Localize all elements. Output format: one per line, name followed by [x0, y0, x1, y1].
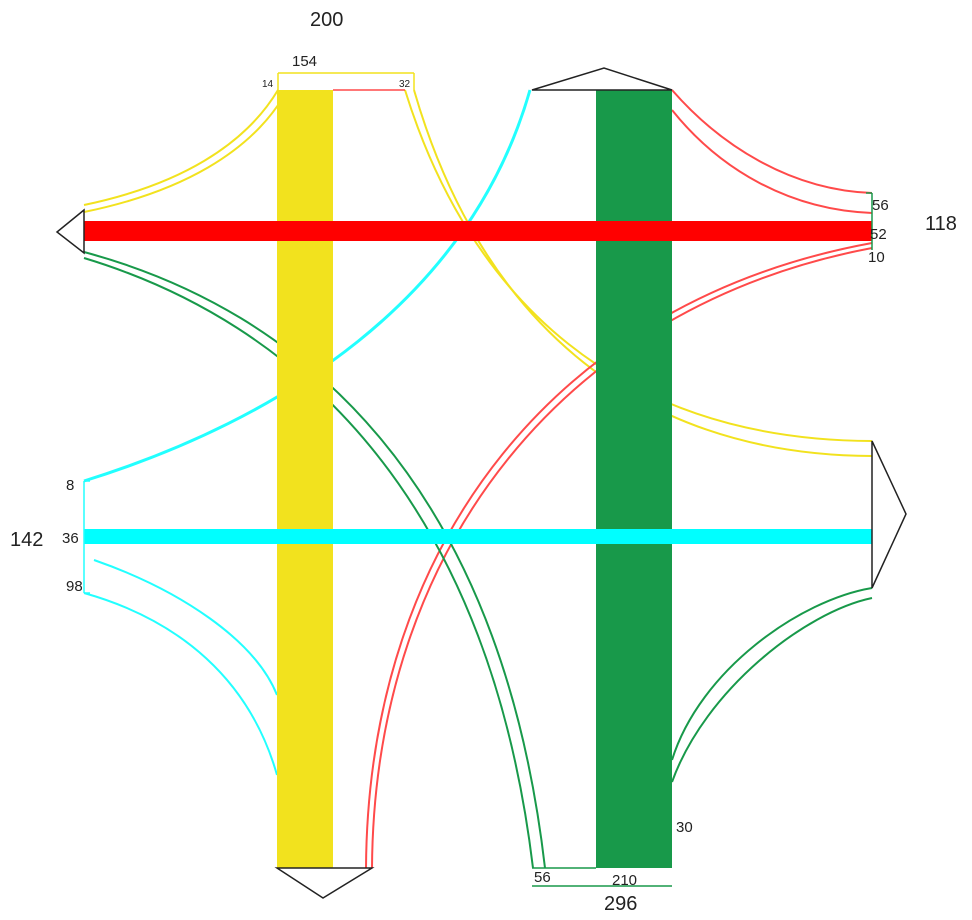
south-total-label: 296: [604, 893, 637, 915]
band-south-green: [596, 90, 672, 868]
south-right-label: 30: [676, 819, 693, 836]
arrow-east-icon: [871, 440, 907, 589]
curve-east-to-south: [365, 242, 873, 869]
band-west-cyan: [84, 529, 872, 544]
curve-west-to-north: [83, 89, 532, 483]
turn-curves: [83, 89, 873, 869]
east-left-label: 56: [872, 197, 889, 214]
arrow-west-icon: [55, 208, 85, 255]
north-left-label: 14: [262, 79, 274, 90]
south-through-label: 210: [612, 872, 637, 889]
north-through-label: 154: [292, 53, 317, 70]
curve-west-to-south: [83, 592, 278, 776]
east-total-label: 118: [925, 213, 957, 235]
north-total-label: 200: [310, 9, 343, 31]
through-bands: [84, 90, 872, 868]
north-right-label: 32: [399, 79, 411, 90]
curve-east-to-north: [671, 89, 873, 194]
band-east-red: [84, 221, 872, 241]
arrow-south-icon: [274, 867, 375, 899]
approach-arrows: [55, 67, 907, 899]
labels: 200 154 14 32 118 56 52 10 142 8 36 98 2…: [10, 9, 957, 915]
brackets: [83, 72, 873, 887]
west-total-label: 142: [10, 529, 43, 551]
west-left-label: 8: [66, 477, 74, 494]
curve-north-to-east: [404, 89, 873, 442]
band-north-yellow: [277, 90, 333, 868]
east-through-label: 52: [870, 226, 887, 243]
east-right-label: 10: [868, 249, 885, 266]
curve-south-to-west: [83, 251, 546, 869]
curve-north-to-west: [83, 89, 279, 206]
curve-south-to-east: [671, 587, 873, 761]
arrow-north-icon: [531, 67, 673, 91]
west-right-label: 98: [66, 578, 83, 595]
south-left-label: 56: [534, 869, 551, 886]
west-through-label: 36: [62, 530, 79, 547]
